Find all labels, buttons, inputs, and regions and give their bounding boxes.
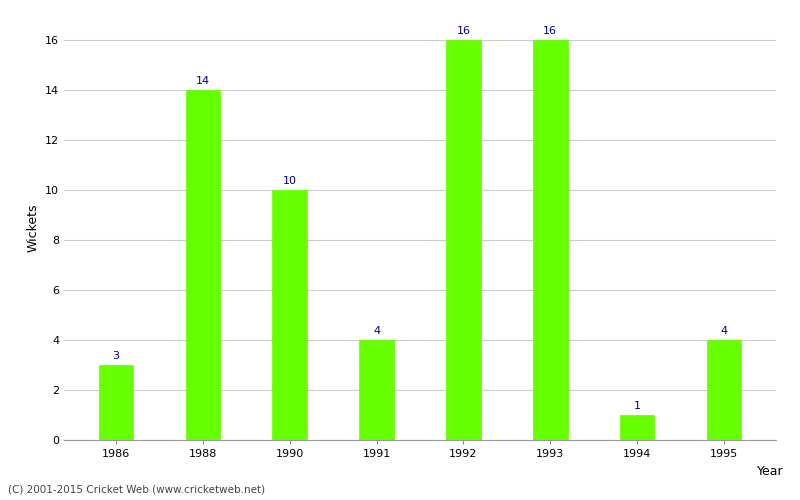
Bar	[98, 365, 134, 440]
Bar	[446, 40, 481, 440]
Bar	[186, 90, 220, 440]
Bar	[620, 415, 654, 440]
Text: 3: 3	[113, 351, 119, 361]
Text: 4: 4	[373, 326, 380, 336]
Text: (C) 2001-2015 Cricket Web (www.cricketweb.net): (C) 2001-2015 Cricket Web (www.cricketwe…	[8, 485, 265, 495]
Text: 10: 10	[282, 176, 297, 186]
Text: 16: 16	[543, 26, 558, 36]
Bar	[533, 40, 568, 440]
Text: Year: Year	[758, 465, 784, 478]
Y-axis label: Wickets: Wickets	[26, 203, 39, 252]
Bar	[359, 340, 394, 440]
Text: 14: 14	[196, 76, 210, 86]
Text: 16: 16	[457, 26, 470, 36]
Bar	[272, 190, 307, 440]
Text: 4: 4	[720, 326, 727, 336]
Text: 1: 1	[634, 401, 641, 411]
Bar	[706, 340, 742, 440]
